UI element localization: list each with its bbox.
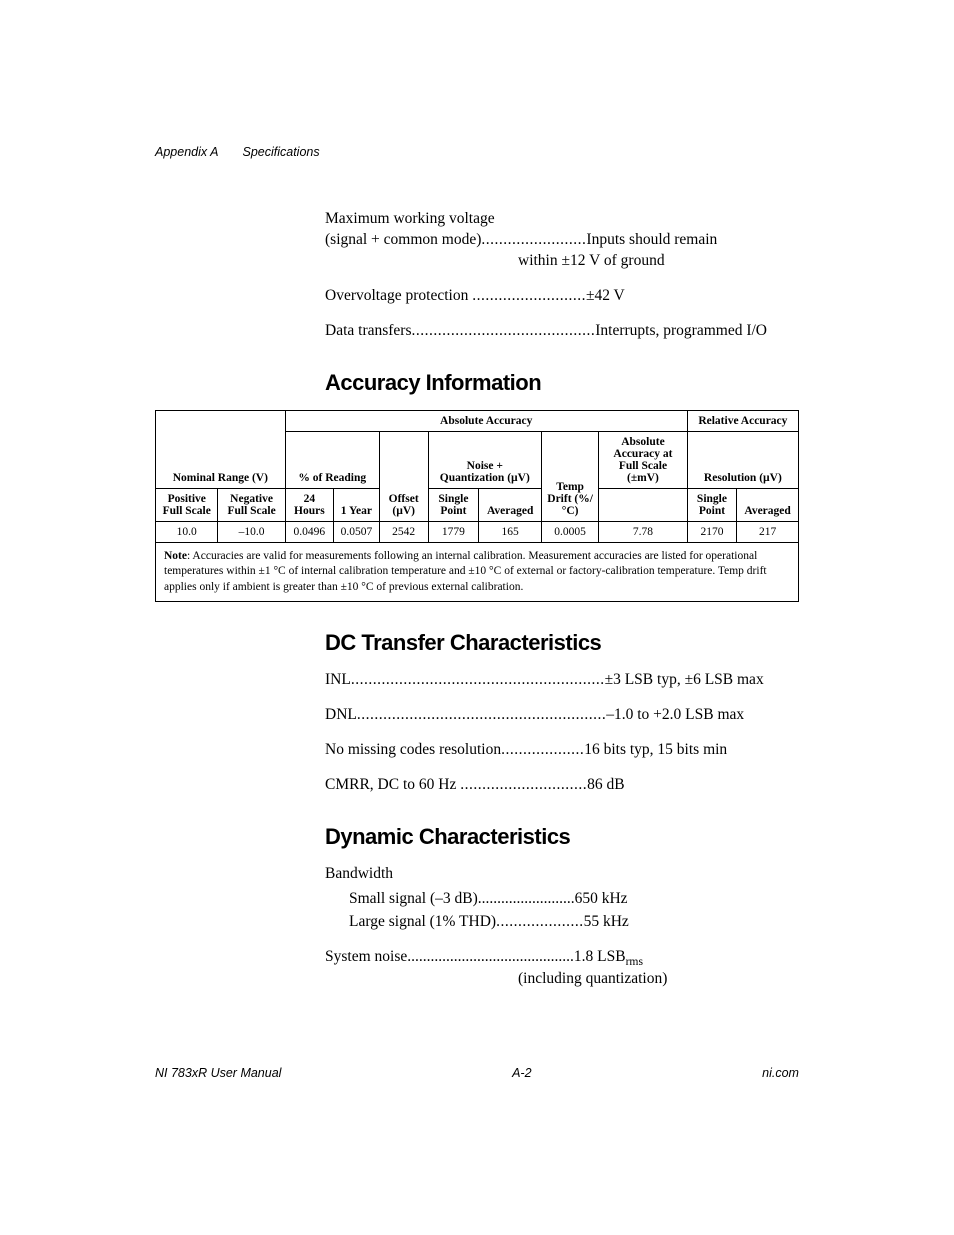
header-section: Specifications bbox=[242, 145, 319, 159]
cell: 217 bbox=[737, 521, 799, 542]
col-res-single: Single Point bbox=[687, 488, 736, 521]
cell: 0.0005 bbox=[542, 521, 599, 542]
spec-value: 16 bits typ, 15 bits min bbox=[584, 741, 727, 758]
accuracy-table: Nominal Range (V) Absolute Accuracy Rela… bbox=[155, 410, 799, 603]
spec-label: Large signal (1% THD) bbox=[349, 913, 496, 930]
spec-value: Interrupts, programmed I/O bbox=[595, 322, 767, 339]
spec-label: No missing codes resolution bbox=[325, 741, 501, 758]
accuracy-note: Note: Accuracies are valid for measureme… bbox=[156, 542, 799, 602]
spec-label: Data transfers bbox=[325, 322, 412, 339]
page-footer: NI 783xR User Manual A-2 ni.com bbox=[155, 1066, 799, 1080]
footer-right: ni.com bbox=[762, 1066, 799, 1080]
header-appendix: Appendix A bbox=[155, 145, 218, 159]
col-nominal: Nominal Range (V) bbox=[156, 410, 286, 488]
col-single: Single Point bbox=[428, 488, 479, 521]
spec-value: ±3 LSB typ, ±6 LSB max bbox=[605, 671, 764, 688]
table-row: 10.0 –10.0 0.0496 0.0507 2542 1779 165 0… bbox=[156, 521, 799, 542]
col-24h: 24 Hours bbox=[285, 488, 333, 521]
spec-small-signal: Small signal (–3 dB)....................… bbox=[349, 889, 799, 910]
spec-value-cont: within ±12 V of ground bbox=[518, 251, 799, 272]
spec-value-pre: 1.8 LSB bbox=[574, 948, 626, 965]
spec-dnl: DNL.....................................… bbox=[325, 705, 799, 726]
spec-label: CMRR, DC to 60 Hz bbox=[325, 776, 460, 793]
cell: 10.0 bbox=[156, 521, 218, 542]
spec-value: –1.0 to +2.0 LSB max bbox=[606, 706, 744, 723]
cell: –10.0 bbox=[218, 521, 285, 542]
spec-overvoltage: Overvoltage protection .................… bbox=[325, 286, 799, 307]
cell: 7.78 bbox=[599, 521, 688, 542]
col-averaged: Averaged bbox=[479, 488, 542, 521]
spec-inl: INL.....................................… bbox=[325, 670, 799, 691]
intro-specs: Maximum working voltage (signal + common… bbox=[325, 209, 799, 342]
spec-cmrr: CMRR, DC to 60 Hz ......................… bbox=[325, 775, 799, 796]
spec-label2: (signal + common mode) bbox=[325, 231, 481, 248]
cell: 2170 bbox=[687, 521, 736, 542]
spec-value: Inputs should remain bbox=[586, 231, 717, 248]
spec-label: Maximum working voltage bbox=[325, 210, 495, 227]
accuracy-title: Accuracy Information bbox=[325, 370, 799, 396]
col-absolute-accuracy: Absolute Accuracy bbox=[285, 410, 687, 431]
page-header: Appendix A Specifications bbox=[155, 145, 799, 159]
col-temp-drift: Temp Drift (%/°C) bbox=[542, 431, 599, 521]
cell: 0.0507 bbox=[333, 521, 379, 542]
spec-no-missing: No missing codes resolution.............… bbox=[325, 740, 799, 761]
col-pct-reading: % of Reading bbox=[285, 431, 379, 488]
spec-value: 86 dB bbox=[587, 776, 624, 793]
footer-center: A-2 bbox=[512, 1066, 531, 1080]
spec-label: INL bbox=[325, 671, 351, 688]
spec-data-transfers: Data transfers..........................… bbox=[325, 321, 799, 342]
spec-value: ±42 V bbox=[586, 287, 625, 304]
dc-title: DC Transfer Characteristics bbox=[325, 630, 799, 656]
col-pos-fs: Positive Full Scale bbox=[156, 488, 218, 521]
spec-value: 55 kHz bbox=[584, 913, 629, 930]
col-noise-quant: Noise + Quantization (µV) bbox=[428, 431, 541, 488]
table-note-row: Note: Accuracies are valid for measureme… bbox=[156, 542, 799, 602]
table-row: Nominal Range (V) Absolute Accuracy Rela… bbox=[156, 410, 799, 431]
cell: 0.0496 bbox=[285, 521, 333, 542]
dc-specs: INL.....................................… bbox=[325, 670, 799, 796]
spec-value: 650 kHz bbox=[575, 890, 628, 907]
col-offset: Offset (µV) bbox=[379, 431, 428, 521]
table-row: Positive Full Scale Negative Full Scale … bbox=[156, 488, 799, 521]
spec-system-noise: System noise............................… bbox=[325, 947, 799, 970]
col-abs-accuracy: Absolute Accuracy at Full Scale (±mV) bbox=[599, 431, 688, 488]
spec-label: Overvoltage protection bbox=[325, 287, 472, 304]
spec-large-signal: Large signal (1% THD)...................… bbox=[349, 912, 799, 933]
cell: 165 bbox=[479, 521, 542, 542]
col-res-avg: Averaged bbox=[737, 488, 799, 521]
note-text: : Accuracies are valid for measurements … bbox=[164, 550, 767, 593]
spec-label: System noise bbox=[325, 948, 407, 965]
spec-max-voltage: Maximum working voltage (signal + common… bbox=[325, 209, 799, 272]
footer-left: NI 783xR User Manual bbox=[155, 1066, 281, 1080]
col-1yr: 1 Year bbox=[333, 488, 379, 521]
spec-label: DNL bbox=[325, 706, 357, 723]
cell: 1779 bbox=[428, 521, 479, 542]
col-relative-accuracy: Relative Accuracy bbox=[687, 410, 798, 431]
dynamic-specs: Bandwidth Small signal (–3 dB)..........… bbox=[325, 864, 799, 990]
spec-label: Small signal (–3 dB) bbox=[349, 890, 478, 907]
dynamic-title: Dynamic Characteristics bbox=[325, 824, 799, 850]
spec-value-sub: rms bbox=[626, 955, 643, 968]
spec-system-noise-cont: (including quantization) bbox=[518, 969, 799, 990]
col-resolution: Resolution (µV) bbox=[687, 431, 798, 488]
bandwidth-label: Bandwidth bbox=[325, 864, 799, 885]
cell: 2542 bbox=[379, 521, 428, 542]
col-neg-fs: Negative Full Scale bbox=[218, 488, 285, 521]
